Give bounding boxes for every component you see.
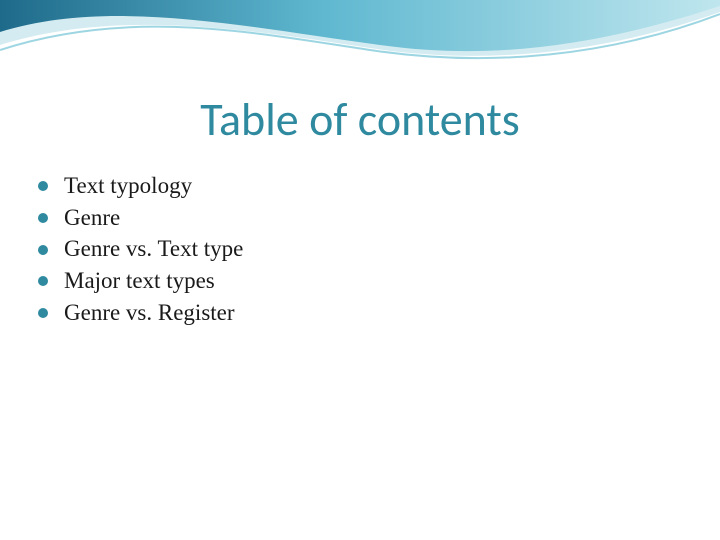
list-item: Genre vs. Text type xyxy=(38,233,243,265)
list-item-label: Major text types xyxy=(64,268,215,293)
list-item: Genre vs. Register xyxy=(38,297,243,329)
contents-list: Text typology Genre Genre vs. Text type … xyxy=(38,170,243,329)
bullet-icon xyxy=(38,213,48,223)
list-item: Text typology xyxy=(38,170,243,202)
bullet-icon xyxy=(38,308,48,318)
list-item-label: Text typology xyxy=(64,173,192,198)
list-item-label: Genre vs. Text type xyxy=(64,236,243,261)
slide-title: Table of contents xyxy=(0,92,720,148)
wave-svg xyxy=(0,0,720,90)
header-wave-decoration xyxy=(0,0,720,90)
list-item: Major text types xyxy=(38,265,243,297)
bullet-icon xyxy=(38,181,48,191)
list-item-label: Genre xyxy=(64,205,120,230)
bullet-icon xyxy=(38,245,48,255)
list-item-label: Genre vs. Register xyxy=(64,300,235,325)
bullet-icon xyxy=(38,276,48,286)
list-item: Genre xyxy=(38,202,243,234)
